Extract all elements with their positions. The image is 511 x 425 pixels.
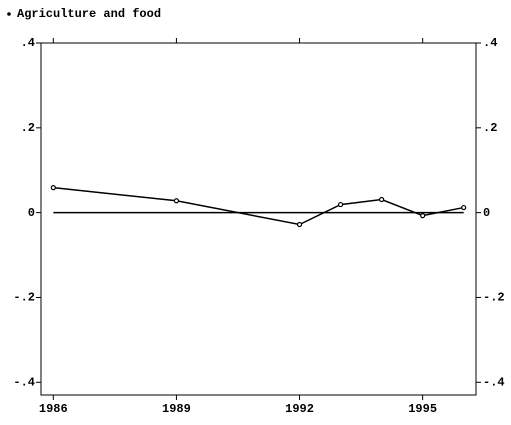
legend-label: Agriculture and food	[17, 7, 161, 21]
y2-tick-label: -.2	[483, 291, 505, 305]
point	[420, 213, 426, 219]
legend-marker	[7, 12, 11, 16]
point	[461, 204, 467, 211]
y2-tick-label: .4	[483, 36, 497, 50]
series-line	[53, 186, 464, 226]
x-tick-label: 1992	[285, 402, 314, 416]
y-tick-label: -.2	[13, 291, 35, 305]
y2-tick-label: -.4	[483, 375, 505, 389]
point	[296, 221, 303, 228]
y2-tick-label: 0	[483, 206, 490, 220]
y-tick-label: .4	[21, 36, 35, 50]
x-tick-label: 1989	[162, 402, 191, 416]
point	[379, 196, 385, 203]
plot-frame	[40, 42, 477, 396]
y-tick-label: 0	[28, 206, 35, 220]
y-tick-label: -.4	[13, 375, 35, 389]
y-tick-label: .2	[21, 121, 35, 135]
point	[173, 198, 180, 204]
y2-tick-label: .2	[483, 121, 497, 135]
x-tick-label: 1986	[39, 402, 68, 416]
point	[50, 185, 56, 191]
point	[337, 201, 344, 208]
x-tick-label: 1995	[408, 402, 437, 416]
